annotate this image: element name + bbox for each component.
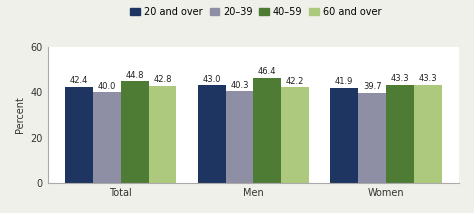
Bar	[226, 92, 254, 183]
Bar	[65, 87, 93, 183]
Text: 42.2: 42.2	[286, 77, 304, 86]
Bar	[121, 81, 149, 183]
Bar	[149, 86, 176, 183]
Text: 40.3: 40.3	[230, 81, 249, 90]
Text: 44.8: 44.8	[126, 71, 144, 80]
Text: 43.3: 43.3	[419, 74, 437, 83]
Text: 46.4: 46.4	[258, 67, 276, 76]
Bar	[198, 85, 226, 183]
Text: 43.3: 43.3	[391, 74, 409, 83]
Text: 42.4: 42.4	[70, 76, 88, 85]
Bar	[386, 85, 414, 183]
Text: 41.9: 41.9	[335, 78, 354, 86]
Bar	[358, 93, 386, 183]
Bar	[414, 85, 442, 183]
Text: 43.0: 43.0	[202, 75, 221, 84]
Text: 42.8: 42.8	[153, 75, 172, 84]
Bar	[93, 92, 121, 183]
Y-axis label: Percent: Percent	[15, 96, 25, 133]
Text: 40.0: 40.0	[98, 82, 116, 91]
Bar	[281, 87, 309, 183]
Text: 39.7: 39.7	[363, 82, 382, 92]
Bar	[254, 78, 281, 183]
Bar	[330, 88, 358, 183]
Legend: 20 and over, 20–39, 40–59, 60 and over: 20 and over, 20–39, 40–59, 60 and over	[128, 5, 383, 19]
